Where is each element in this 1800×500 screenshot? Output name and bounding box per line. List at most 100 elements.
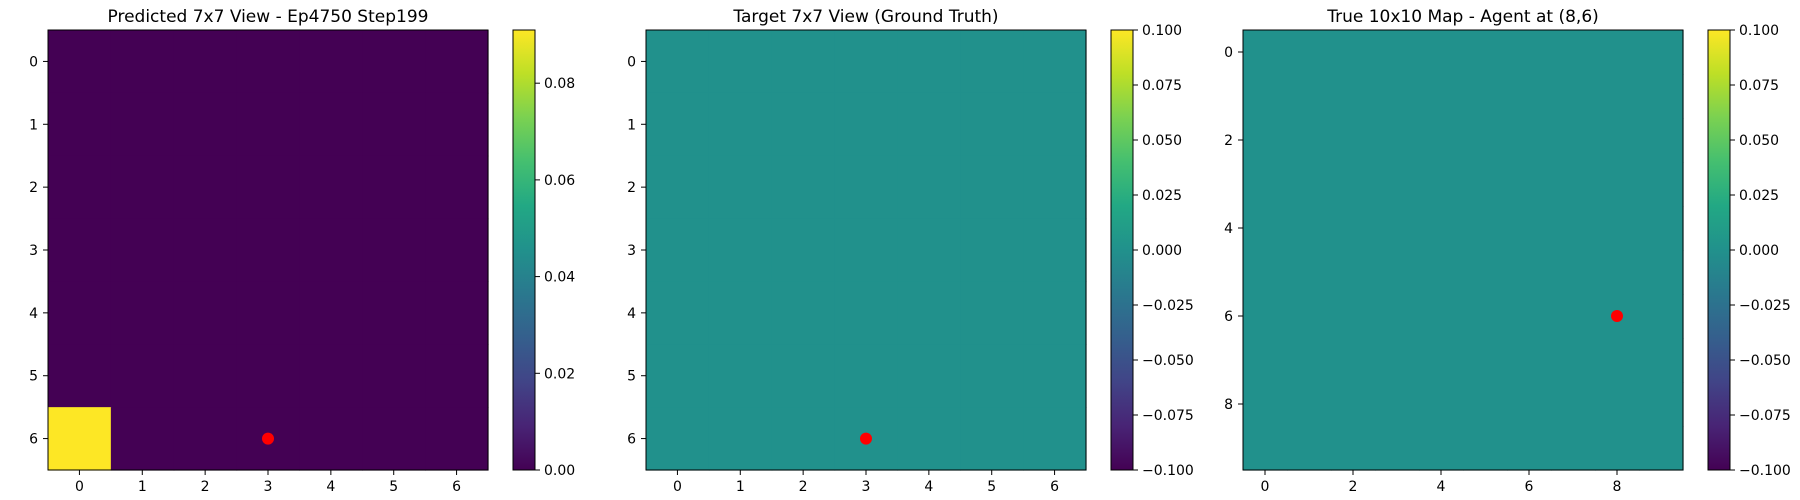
- chart-title: True 10x10 Map - Agent at (8,6): [1326, 7, 1599, 27]
- heatmap-cell: [299, 344, 363, 408]
- heatmap-cell: [48, 281, 112, 345]
- colorbar-tick-label: −0.050: [1142, 353, 1194, 369]
- heatmap-cell: [1331, 250, 1376, 295]
- heatmap-cell: [1375, 118, 1420, 163]
- heatmap-cell: [1551, 162, 1596, 207]
- heatmap-cell: [1375, 206, 1420, 251]
- colorbar-tick-label: 0.04: [544, 270, 575, 286]
- y-tick-label: 2: [627, 180, 636, 196]
- heatmap-cell: [1595, 206, 1640, 251]
- heatmap-cell: [960, 407, 1024, 471]
- heatmap-cell: [1243, 162, 1288, 207]
- y-tick-label: 6: [29, 432, 38, 448]
- heatmap-cell: [236, 281, 301, 345]
- heatmap-cell: [1419, 382, 1464, 427]
- heatmap-cell: [708, 281, 773, 345]
- heatmap-cell: [1639, 162, 1684, 207]
- heatmap-cell: [110, 281, 175, 345]
- y-tick-label: 6: [1224, 309, 1233, 325]
- heatmap-cell: [236, 218, 301, 283]
- heatmap-cell: [1419, 338, 1464, 383]
- heatmap-cell: [1507, 382, 1552, 427]
- agent-marker: [262, 432, 274, 445]
- heatmap-cell: [771, 30, 836, 94]
- heatmap-cell: [646, 218, 710, 283]
- heatmap-cell: [173, 92, 238, 157]
- heatmap-cell: [299, 281, 363, 345]
- heatmap-cell: [1287, 250, 1332, 295]
- heatmap-cell: [708, 407, 773, 471]
- heatmap-cell: [708, 218, 773, 283]
- heatmap-cell: [708, 30, 773, 94]
- x-tick-label: 0: [1261, 479, 1270, 495]
- colorbar-ticks: −0.100 −0.075 −0.050 −0.025 0.000 0.025 0.050 0…: [1133, 23, 1194, 479]
- heatmap-cell: [110, 344, 175, 408]
- y-tick-label: 4: [1224, 221, 1233, 237]
- heatmap-cell: [708, 344, 773, 408]
- heatmap-cell: [646, 30, 710, 94]
- agent-layer: [860, 432, 872, 445]
- chart-title: Target 7x7 View (Ground Truth): [732, 7, 998, 27]
- heatmap-cell: [1243, 294, 1288, 339]
- heatmap-cell: [236, 92, 301, 157]
- heatmap-cell: [771, 344, 836, 408]
- heatmap-cell: [897, 407, 961, 471]
- heatmap-cell: [48, 30, 112, 94]
- heatmap-cell: [1375, 74, 1420, 119]
- agent-marker: [860, 432, 872, 445]
- heatmap-cell: [1507, 118, 1552, 163]
- heatmap-cell: [646, 407, 710, 471]
- y-tick-label: 0: [627, 54, 636, 70]
- x-tick-label: 5: [987, 479, 996, 495]
- heatmap-cell: [110, 155, 175, 220]
- heatmap-cell: [1551, 206, 1596, 251]
- heatmap-cell: [362, 155, 426, 220]
- heatmap-cell: [1287, 294, 1332, 339]
- heatmap-cell: [1595, 426, 1640, 471]
- y-tick-label: 8: [1224, 397, 1233, 413]
- heatmap-cell: [1023, 344, 1087, 408]
- colorbar-tick-label: −0.025: [1739, 298, 1791, 314]
- x-tick-label: 8: [1613, 479, 1622, 495]
- heatmap-cell: [771, 281, 836, 345]
- heatmap-cell: [1243, 382, 1288, 427]
- heatmap-cell: [1595, 250, 1640, 295]
- heatmap-cell: [834, 92, 899, 157]
- x-tick-label: 5: [389, 479, 398, 495]
- heatmap-cell: [1243, 118, 1288, 163]
- colorbar-ticks: −0.100 −0.075 −0.050 −0.025 0.000 0.025 0.050 0…: [1730, 23, 1791, 479]
- heatmap-cell: [1287, 162, 1332, 207]
- heatmap-cell: [173, 281, 238, 345]
- heatmap-cell: [897, 92, 961, 157]
- heatmap-cell: [1551, 30, 1596, 75]
- heatmap-cell: [1287, 118, 1332, 163]
- heatmap-cell: [1507, 426, 1552, 471]
- heatmap-cell: [1375, 382, 1420, 427]
- heatmap-cell: [1023, 155, 1087, 220]
- colorbar-tick-label: 0.000: [1739, 243, 1779, 259]
- heatmap-cell: [1419, 118, 1464, 163]
- heatmap-cell: [646, 281, 710, 345]
- heatmap-cell: [1287, 338, 1332, 383]
- x-tick-label: 2: [201, 479, 210, 495]
- colorbar-tick-label: 0.00: [544, 463, 575, 479]
- heatmap-cell: [1463, 382, 1508, 427]
- colorbar-tick-label: 0.02: [544, 366, 575, 382]
- heatmap-cell: [1331, 294, 1376, 339]
- heatmap-cell: [708, 92, 773, 157]
- heatmap-cell: [1639, 74, 1684, 119]
- colorbar-tick-label: −0.025: [1142, 298, 1194, 314]
- heatmap-cell: [1639, 294, 1684, 339]
- heatmap-cell: [771, 92, 836, 157]
- heatmap-cell: [1595, 382, 1640, 427]
- colorbar-tick-label: 0.025: [1142, 188, 1182, 204]
- heatmap-cell: [48, 218, 112, 283]
- heatmap-cell: [834, 30, 899, 94]
- y-tick-label: 4: [627, 306, 636, 322]
- heatmap-cell: [834, 281, 899, 345]
- colorbar-tick-label: 0.075: [1142, 78, 1182, 94]
- heatmap-cell: [1639, 206, 1684, 251]
- heatmap-cell: [362, 92, 426, 157]
- heatmap-cell: [1463, 426, 1508, 471]
- heatmap-cell: [1243, 30, 1288, 75]
